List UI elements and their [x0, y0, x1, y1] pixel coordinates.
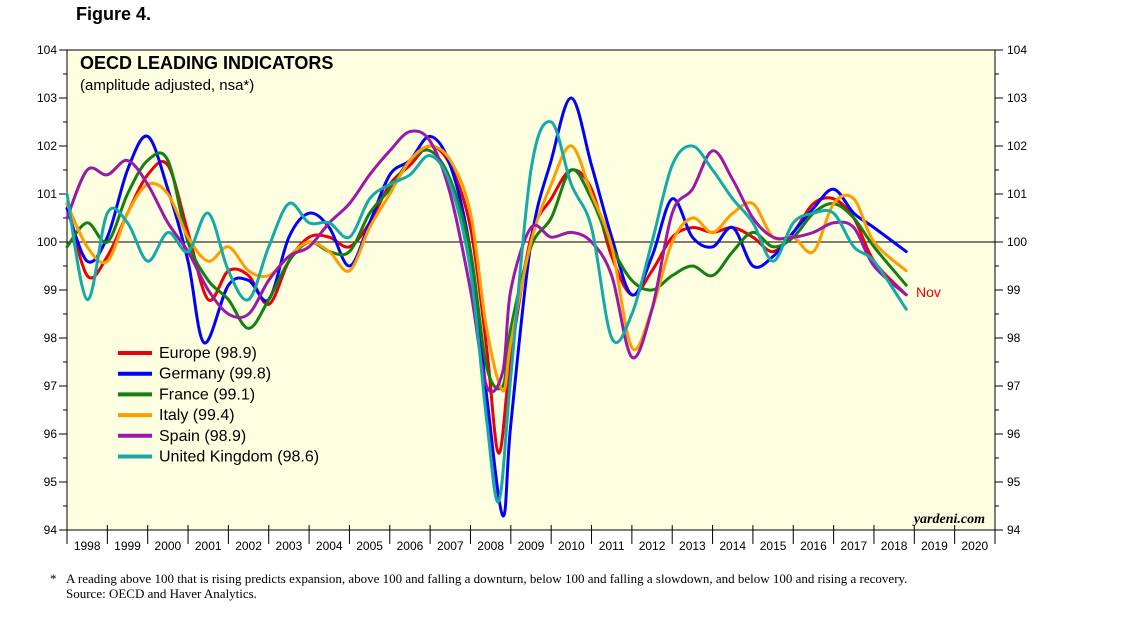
- y-tick-label-left: 99: [44, 283, 58, 297]
- chart-title: OECD LEADING INDICATORS: [80, 53, 333, 73]
- x-tick-label: 2002: [235, 539, 262, 553]
- y-tick-label-left: 103: [37, 91, 57, 105]
- y-tick-label-right: 98: [1007, 331, 1021, 345]
- legend-label-france: France (99.1): [159, 386, 255, 403]
- y-tick-label-left: 104: [37, 43, 57, 57]
- x-tick-label: 2007: [437, 539, 464, 553]
- watermark: yardeni.com: [912, 512, 985, 527]
- y-tick-label-right: 102: [1007, 139, 1027, 153]
- axis-layer: 94 94 95 95 96 96 97 97 98 98 99 99 100 100 101 101 102 1…: [37, 43, 1027, 553]
- legend-label-italy: Italy (99.4): [159, 407, 235, 424]
- x-tick-label: 2011: [599, 539, 625, 553]
- x-tick-label: 2003: [276, 539, 303, 553]
- chart-subtitle: (amplitude adjusted, nsa*): [80, 77, 254, 94]
- figure-label: Figure 4.: [76, 4, 152, 24]
- x-tick-label: 2017: [840, 539, 867, 553]
- legend: Europe (98.9) Germany (99.8) France (99.1)…: [118, 345, 319, 466]
- x-tick-label: 2019: [921, 539, 948, 553]
- series-line-spain: [65, 129, 908, 394]
- y-tick-label-left: 100: [37, 235, 57, 249]
- x-tick-label: 1999: [114, 539, 141, 553]
- x-tick-label: 2014: [719, 539, 746, 553]
- footnote: * A reading above 100 that is rising pre…: [50, 571, 1000, 601]
- legend-label-germany: Germany (99.8): [159, 366, 271, 383]
- y-tick-label-left: 97: [44, 379, 58, 393]
- y-tick-label-right: 99: [1007, 283, 1021, 297]
- source-note: Source: OECD and Haver Analytics.: [66, 586, 257, 601]
- x-tick-label: 2001: [195, 539, 222, 553]
- x-tick-label: 2010: [558, 539, 585, 553]
- legend-label-europe: Europe (98.9): [159, 345, 257, 362]
- x-tick-label: 2015: [760, 539, 787, 553]
- x-tick-label: 2020: [961, 539, 988, 553]
- x-tick-label: 2016: [800, 539, 827, 553]
- x-tick-label: 2004: [316, 539, 343, 553]
- y-tick-label-left: 102: [37, 139, 57, 153]
- x-tick-label: 2008: [477, 539, 504, 553]
- series-line-italy: [65, 144, 908, 393]
- x-tick-label: 2005: [356, 539, 383, 553]
- line-chart: 94 94 95 95 96 96 97 97 98 98 99 99 100 100 101 101 102 1…: [37, 43, 1027, 553]
- y-tick-label-left: 101: [37, 187, 57, 201]
- footnote-text: A reading above 100 that is rising predi…: [66, 571, 908, 586]
- series-line-france: [65, 148, 908, 391]
- y-tick-label-right: 103: [1007, 91, 1027, 105]
- footnote-marker: *: [50, 571, 57, 586]
- y-tick-label-right: 100: [1007, 235, 1027, 249]
- y-tick-label-left: 94: [44, 523, 58, 537]
- series-line-united-kingdom: [65, 120, 908, 504]
- x-tick-label: 2018: [881, 539, 908, 553]
- legend-label-united-kingdom: United Kingdom (98.6): [159, 449, 319, 466]
- y-tick-label-right: 101: [1007, 187, 1027, 201]
- y-tick-label-right: 95: [1007, 475, 1021, 489]
- legend-label-spain: Spain (98.9): [159, 428, 246, 445]
- x-tick-label: 2009: [518, 539, 545, 553]
- series-layer: [65, 96, 908, 518]
- x-tick-label: 2012: [639, 539, 666, 553]
- y-tick-label-right: 104: [1007, 43, 1027, 57]
- annotation-nov: Nov: [916, 284, 941, 300]
- series-line-germany: [65, 96, 908, 518]
- y-tick-label-left: 96: [44, 427, 58, 441]
- y-tick-label-left: 95: [44, 475, 58, 489]
- y-tick-label-right: 97: [1007, 379, 1021, 393]
- x-tick-label: 2006: [397, 539, 424, 553]
- y-tick-label-left: 98: [44, 331, 58, 345]
- y-tick-label-right: 96: [1007, 427, 1021, 441]
- x-tick-label: 2000: [155, 539, 182, 553]
- x-tick-label: 1998: [74, 539, 101, 553]
- x-tick-label: 2013: [679, 539, 706, 553]
- y-tick-label-right: 94: [1007, 523, 1021, 537]
